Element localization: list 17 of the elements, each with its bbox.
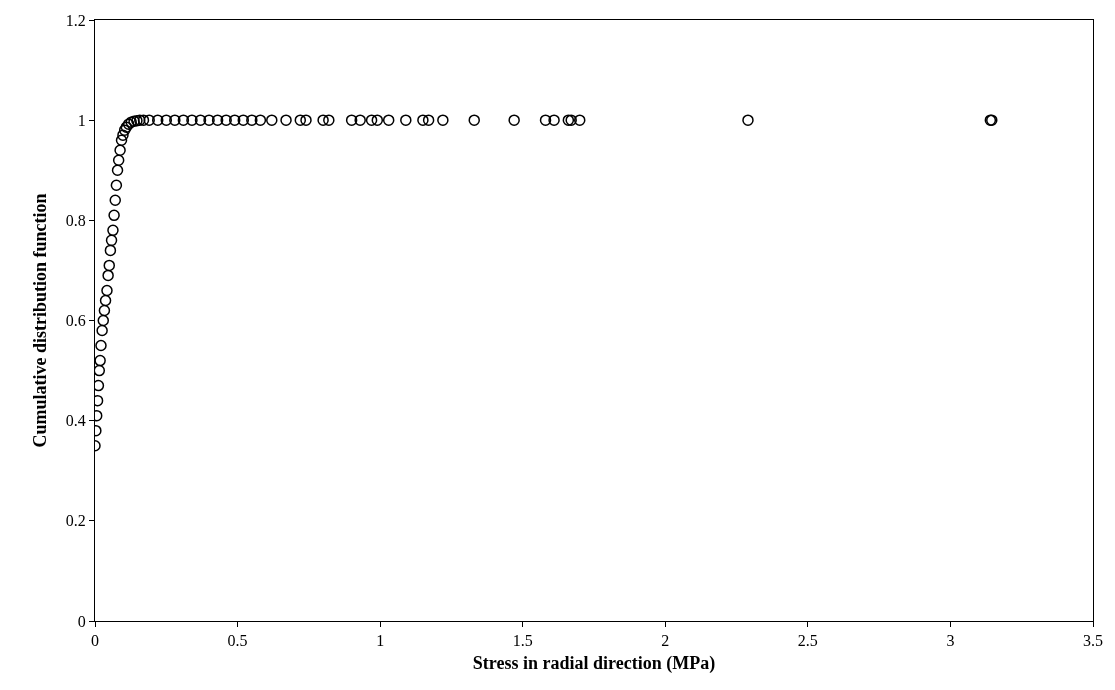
y-tick-label: 0 [77, 612, 86, 630]
y-tick-label: 0.4 [65, 412, 86, 430]
x-tick-label: 3.5 [1083, 632, 1103, 650]
x-tick-label: 0 [91, 632, 99, 650]
y-tick-label: 0.8 [65, 211, 86, 229]
x-tick-label: 2.5 [797, 632, 818, 650]
x-tick-label: 1 [376, 632, 385, 650]
x-tick-label: 3 [946, 632, 955, 650]
y-tick-label: 1 [77, 111, 86, 129]
y-tick-label: 0.6 [65, 312, 86, 330]
x-axis-title: Stress in radial direction (MPa) [472, 653, 716, 675]
y-tick-label: 0.2 [65, 512, 86, 530]
y-tick-label: 1.2 [65, 11, 86, 29]
x-tick-label: 0.5 [227, 632, 248, 650]
x-tick-label: 2 [661, 632, 670, 650]
x-tick-label: 1.5 [512, 632, 533, 650]
y-axis-title: Cumulative distribution function [30, 193, 50, 448]
